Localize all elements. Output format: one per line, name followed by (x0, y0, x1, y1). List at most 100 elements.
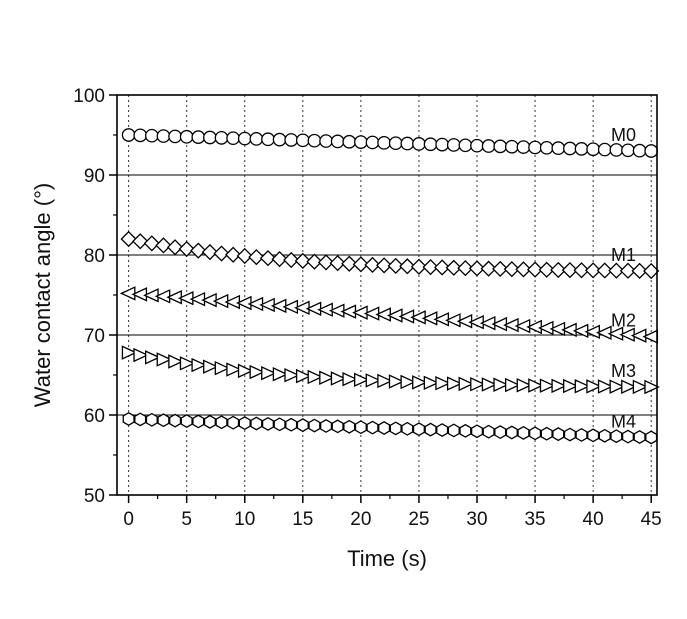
data-point (226, 362, 242, 377)
series-label-m1: M1 (611, 245, 636, 265)
data-point (227, 415, 240, 430)
x-tick-label: 40 (583, 509, 604, 530)
data-point (307, 133, 322, 148)
data-point (330, 134, 345, 149)
data-point (214, 130, 229, 145)
data-point (539, 378, 556, 393)
data-point (538, 261, 555, 278)
data-point (447, 423, 460, 438)
data-point (645, 430, 658, 445)
data-point (610, 429, 623, 444)
data-point (259, 250, 277, 267)
data-point (458, 138, 473, 153)
series-m1 (120, 230, 660, 280)
data-point (120, 230, 137, 248)
data-point (201, 243, 219, 261)
data-point (552, 427, 565, 442)
data-point (563, 141, 577, 156)
data-point (563, 427, 576, 442)
data-point (261, 132, 275, 147)
data-point (424, 422, 437, 437)
data-point (296, 418, 309, 433)
x-tick-label: 0 (123, 509, 134, 530)
series-label-m4: M4 (611, 411, 636, 431)
data-point (273, 417, 286, 432)
data-point (261, 365, 277, 381)
data-point (272, 367, 289, 382)
data-point (504, 139, 519, 154)
data-point (459, 423, 472, 438)
data-point (236, 247, 253, 265)
data-point (458, 376, 475, 392)
data-point (366, 420, 379, 435)
data-point (237, 363, 254, 379)
data-point (238, 416, 251, 431)
data-point (573, 262, 590, 279)
data-point (354, 420, 367, 435)
data-point (389, 421, 402, 436)
data-point (586, 379, 602, 394)
data-point (214, 360, 231, 376)
data-point (539, 140, 554, 155)
data-point (504, 377, 521, 393)
data-point (608, 262, 625, 279)
data-point (249, 132, 264, 146)
data-point (178, 240, 195, 258)
data-point (203, 414, 216, 429)
data-point (587, 428, 600, 443)
data-point (632, 143, 647, 158)
x-tick-label: 45 (641, 509, 662, 530)
data-point (190, 242, 207, 259)
data-point (631, 262, 648, 280)
data-point (284, 133, 299, 147)
data-point (457, 259, 474, 277)
data-point (516, 378, 533, 393)
data-point (121, 345, 138, 360)
y-tick-label: 70 (84, 326, 105, 347)
series-m4 (122, 412, 658, 445)
data-point (470, 138, 484, 153)
data-point (215, 415, 228, 430)
data-point (156, 352, 173, 367)
data-point (365, 135, 380, 150)
data-point (561, 262, 579, 279)
data-point (133, 347, 149, 363)
data-point (179, 129, 194, 144)
data-point (412, 422, 425, 437)
data-point (226, 131, 240, 146)
data-point (169, 413, 182, 428)
data-point (319, 370, 335, 385)
data-point (295, 133, 310, 148)
data-point (155, 237, 172, 254)
data-point (551, 378, 568, 394)
data-point (134, 412, 147, 427)
y-tick-label: 80 (84, 246, 105, 267)
data-point (145, 412, 158, 427)
data-point (574, 379, 591, 394)
data-point (261, 416, 274, 431)
grid (117, 95, 657, 495)
data-point (480, 260, 497, 277)
series-label-m0: M0 (611, 125, 636, 145)
data-point (422, 258, 439, 276)
data-point (306, 253, 323, 270)
data-point (515, 261, 532, 278)
data-point (492, 260, 509, 278)
data-point (284, 367, 300, 383)
x-tick-label: 20 (350, 509, 371, 530)
data-point (621, 379, 637, 394)
data-point (528, 378, 544, 393)
data-point (643, 262, 660, 280)
data-point (342, 134, 357, 149)
data-point (644, 144, 659, 158)
y-tick-label: 60 (84, 406, 105, 427)
data-point (445, 259, 462, 276)
data-point (388, 136, 403, 151)
data-point (285, 417, 298, 432)
data-point (343, 419, 356, 434)
data-point (609, 379, 626, 394)
data-point (436, 423, 449, 437)
data-point (352, 256, 369, 273)
data-point (434, 259, 451, 276)
